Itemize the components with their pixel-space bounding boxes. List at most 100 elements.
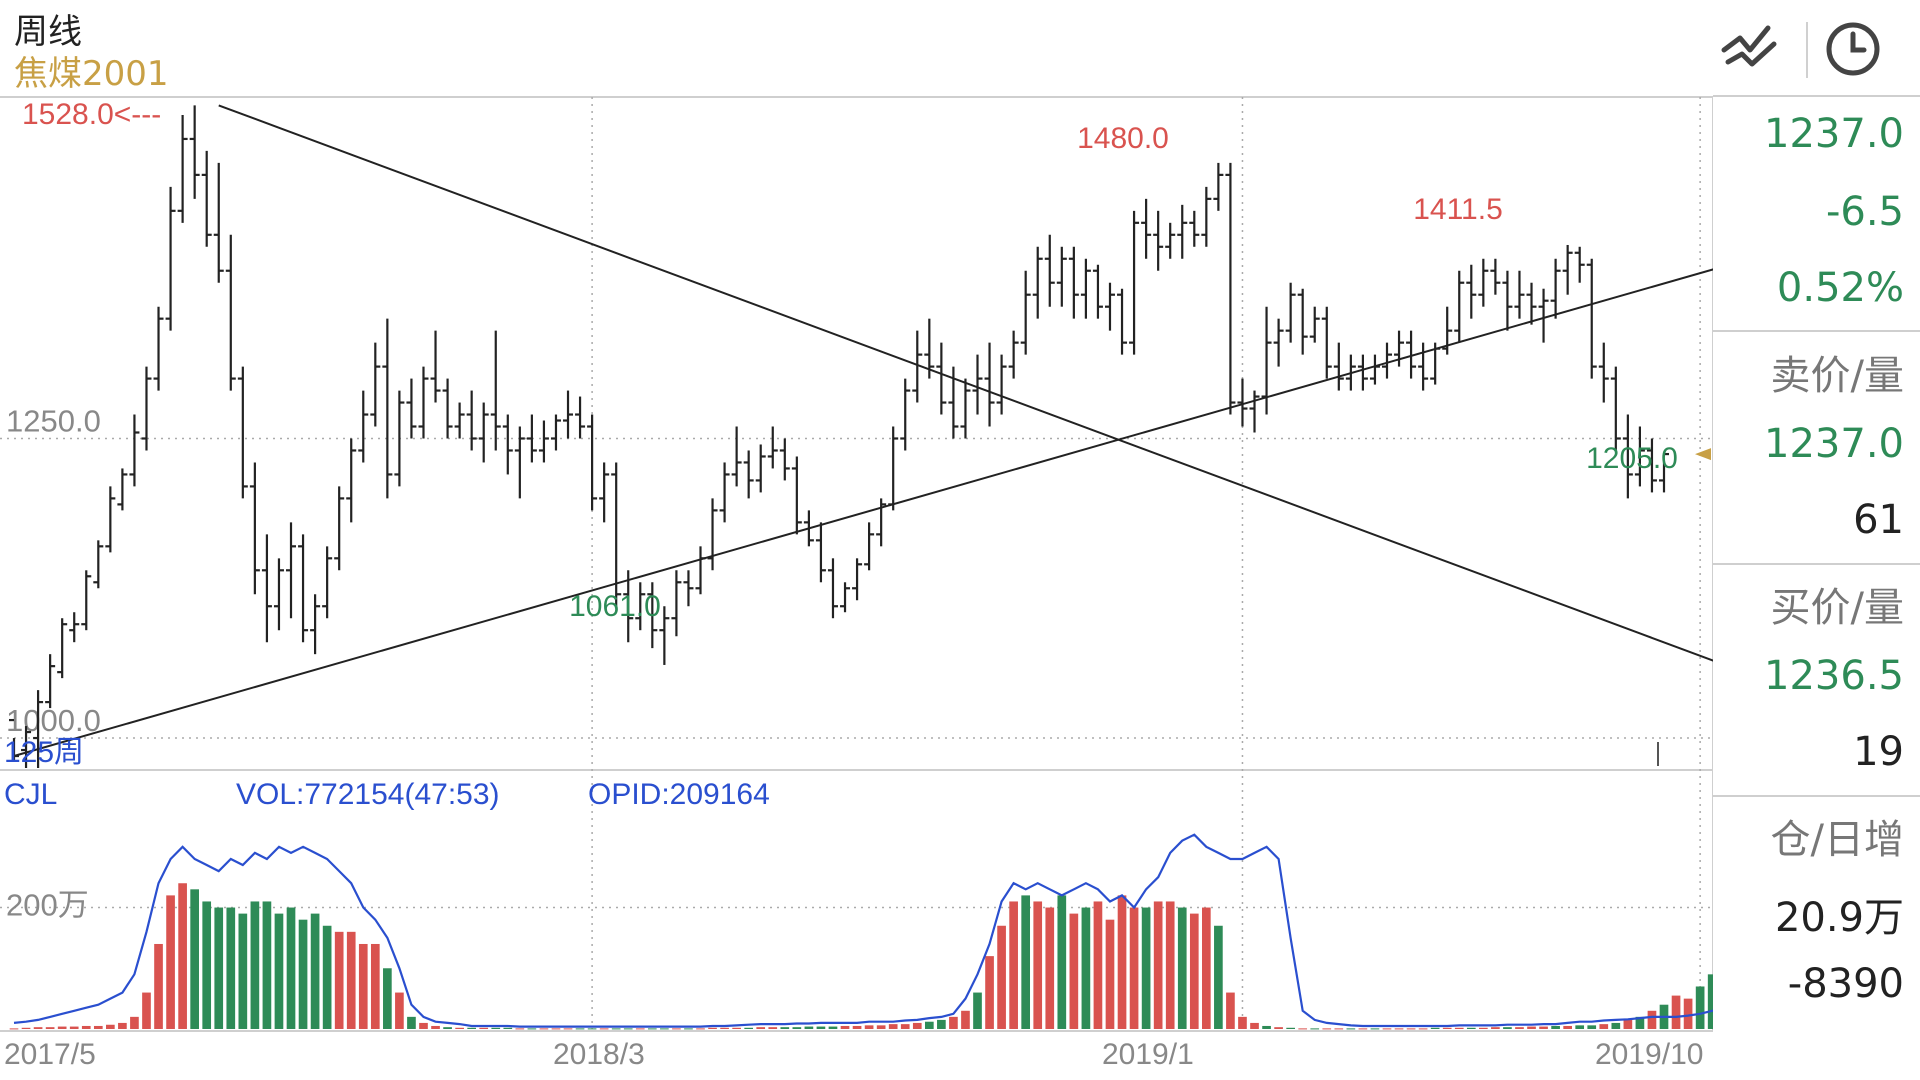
volume-bar [1165, 901, 1175, 1029]
ohlc-bar [153, 306, 164, 391]
ohlc-bar [129, 414, 140, 487]
price-annotation: 1480.0 [1077, 122, 1169, 155]
ohlc-bar [972, 354, 983, 415]
ohlc-bar [298, 534, 309, 643]
open-interest-line [13, 742, 1713, 1028]
ohlc-bar [165, 186, 176, 331]
ohlc-bar [117, 468, 128, 511]
ohlc-bar [1562, 244, 1573, 295]
trendline-draw-icon[interactable] [1718, 14, 1782, 78]
ohlc-bar [454, 402, 465, 439]
ohlc-bar [876, 498, 887, 547]
volume-bar [346, 931, 356, 1029]
volume-bar [997, 925, 1006, 1029]
ohlc-bar [1659, 452, 1669, 493]
ohlc-bar [1394, 330, 1405, 367]
volume-bar [1274, 1027, 1283, 1029]
ohlc-bar [575, 396, 586, 439]
ohlc-bar [1008, 330, 1019, 379]
volume-bar [1406, 1028, 1416, 1030]
ask-volume: 61 [1853, 497, 1904, 543]
ohlc-bar [45, 654, 56, 709]
volume-bar [1527, 1026, 1536, 1029]
volume-bar [1346, 1028, 1356, 1030]
open-interest-legend: OPID:209164 [588, 778, 770, 811]
volume-bar [310, 913, 320, 1029]
ohlc-bar [1634, 426, 1645, 487]
ohlc-bar [21, 726, 32, 768]
volume-bar [587, 1028, 597, 1030]
ohlc-bar [1213, 162, 1224, 211]
ohlc-bar [141, 366, 152, 451]
volume-bar [973, 992, 982, 1029]
ohlc-bar [93, 540, 104, 589]
symbol-label[interactable]: 焦煤2001 [14, 54, 169, 94]
ohlc-bar [538, 420, 549, 463]
x-tick-label: 2019/10 [1595, 1038, 1703, 1071]
ohlc-bar [635, 582, 646, 631]
volume-bar [1551, 1025, 1560, 1029]
period-label[interactable]: 周线 [14, 12, 82, 52]
volume-bar [864, 1025, 874, 1029]
volume-bar [696, 1028, 705, 1030]
ohlc-bar [550, 414, 561, 451]
chart-grid: 1250.0 1000.0 200万 [0, 96, 1713, 1032]
volume-labels: CJL VOL:772154(47:53) OPID:209164 [4, 778, 770, 811]
volume-bar [744, 1027, 754, 1029]
volume-bar [828, 1026, 838, 1029]
ohlc-bar [1068, 246, 1079, 319]
volume-bar [238, 913, 248, 1029]
ohlc-bar [1526, 282, 1537, 325]
volume-bar [467, 1027, 476, 1029]
volume-bar [1262, 1025, 1271, 1029]
volume-bar [190, 889, 199, 1029]
ohlc-bar [960, 378, 971, 439]
ohlc-bar [1225, 162, 1236, 415]
clock-icon[interactable] [1822, 18, 1884, 80]
volume-bar [322, 925, 332, 1029]
volume-bar [1177, 907, 1187, 1029]
volume-bar [479, 1027, 489, 1029]
volume-bar [1334, 1028, 1344, 1030]
volume-bar [1214, 925, 1223, 1029]
ohlc-bar [743, 450, 754, 499]
x-axis-labels: 2017/5 2018/3 2019/1 2019/10 [4, 1038, 1703, 1071]
ohlc-bar [1297, 288, 1308, 355]
panel-top-divider [1713, 95, 1920, 97]
ohlc-bar [237, 366, 248, 499]
ask-price: 1237.0 [1764, 421, 1904, 467]
volume-bar [840, 1025, 850, 1029]
ohlc-bar [1357, 354, 1368, 391]
volume-bar [431, 1025, 440, 1029]
ohlc-bar [1586, 258, 1597, 379]
ohlc-bar [1044, 234, 1055, 307]
volume-bar [33, 1027, 43, 1029]
volume-panel-title: CJL [4, 778, 57, 811]
volume-bar [443, 1027, 452, 1029]
price-annotation: 1528.0<--- [22, 98, 161, 131]
volume-bar [539, 1028, 549, 1030]
ohlc-bar [1117, 288, 1128, 355]
ohlc-bar [1141, 198, 1152, 259]
volume-bar [1466, 1027, 1476, 1029]
open-interest-value: 20.9万 [1774, 895, 1904, 941]
bid-price: 1236.5 [1764, 653, 1904, 699]
price-annotation: 1411.5 [1413, 193, 1503, 226]
volume-bar [1454, 1027, 1464, 1029]
ohlc-bar [81, 570, 92, 631]
ohlc-bar [779, 438, 790, 481]
ohlc-bar [1406, 330, 1417, 379]
x-tick-label: 2019/1 [1102, 1038, 1194, 1071]
ohlc-bar [1273, 318, 1284, 367]
ohlc-bar [57, 618, 68, 679]
volume-bar [455, 1027, 464, 1029]
ohlc-bar [1369, 354, 1380, 385]
volume-bar [286, 907, 296, 1029]
ohlc-bar [502, 414, 513, 475]
volume-bar [1491, 1027, 1500, 1029]
ohlc-bar [1442, 306, 1453, 355]
volume-bar [623, 1028, 633, 1030]
ohlc-bar [1478, 258, 1489, 307]
volume-bar [1033, 901, 1043, 1029]
